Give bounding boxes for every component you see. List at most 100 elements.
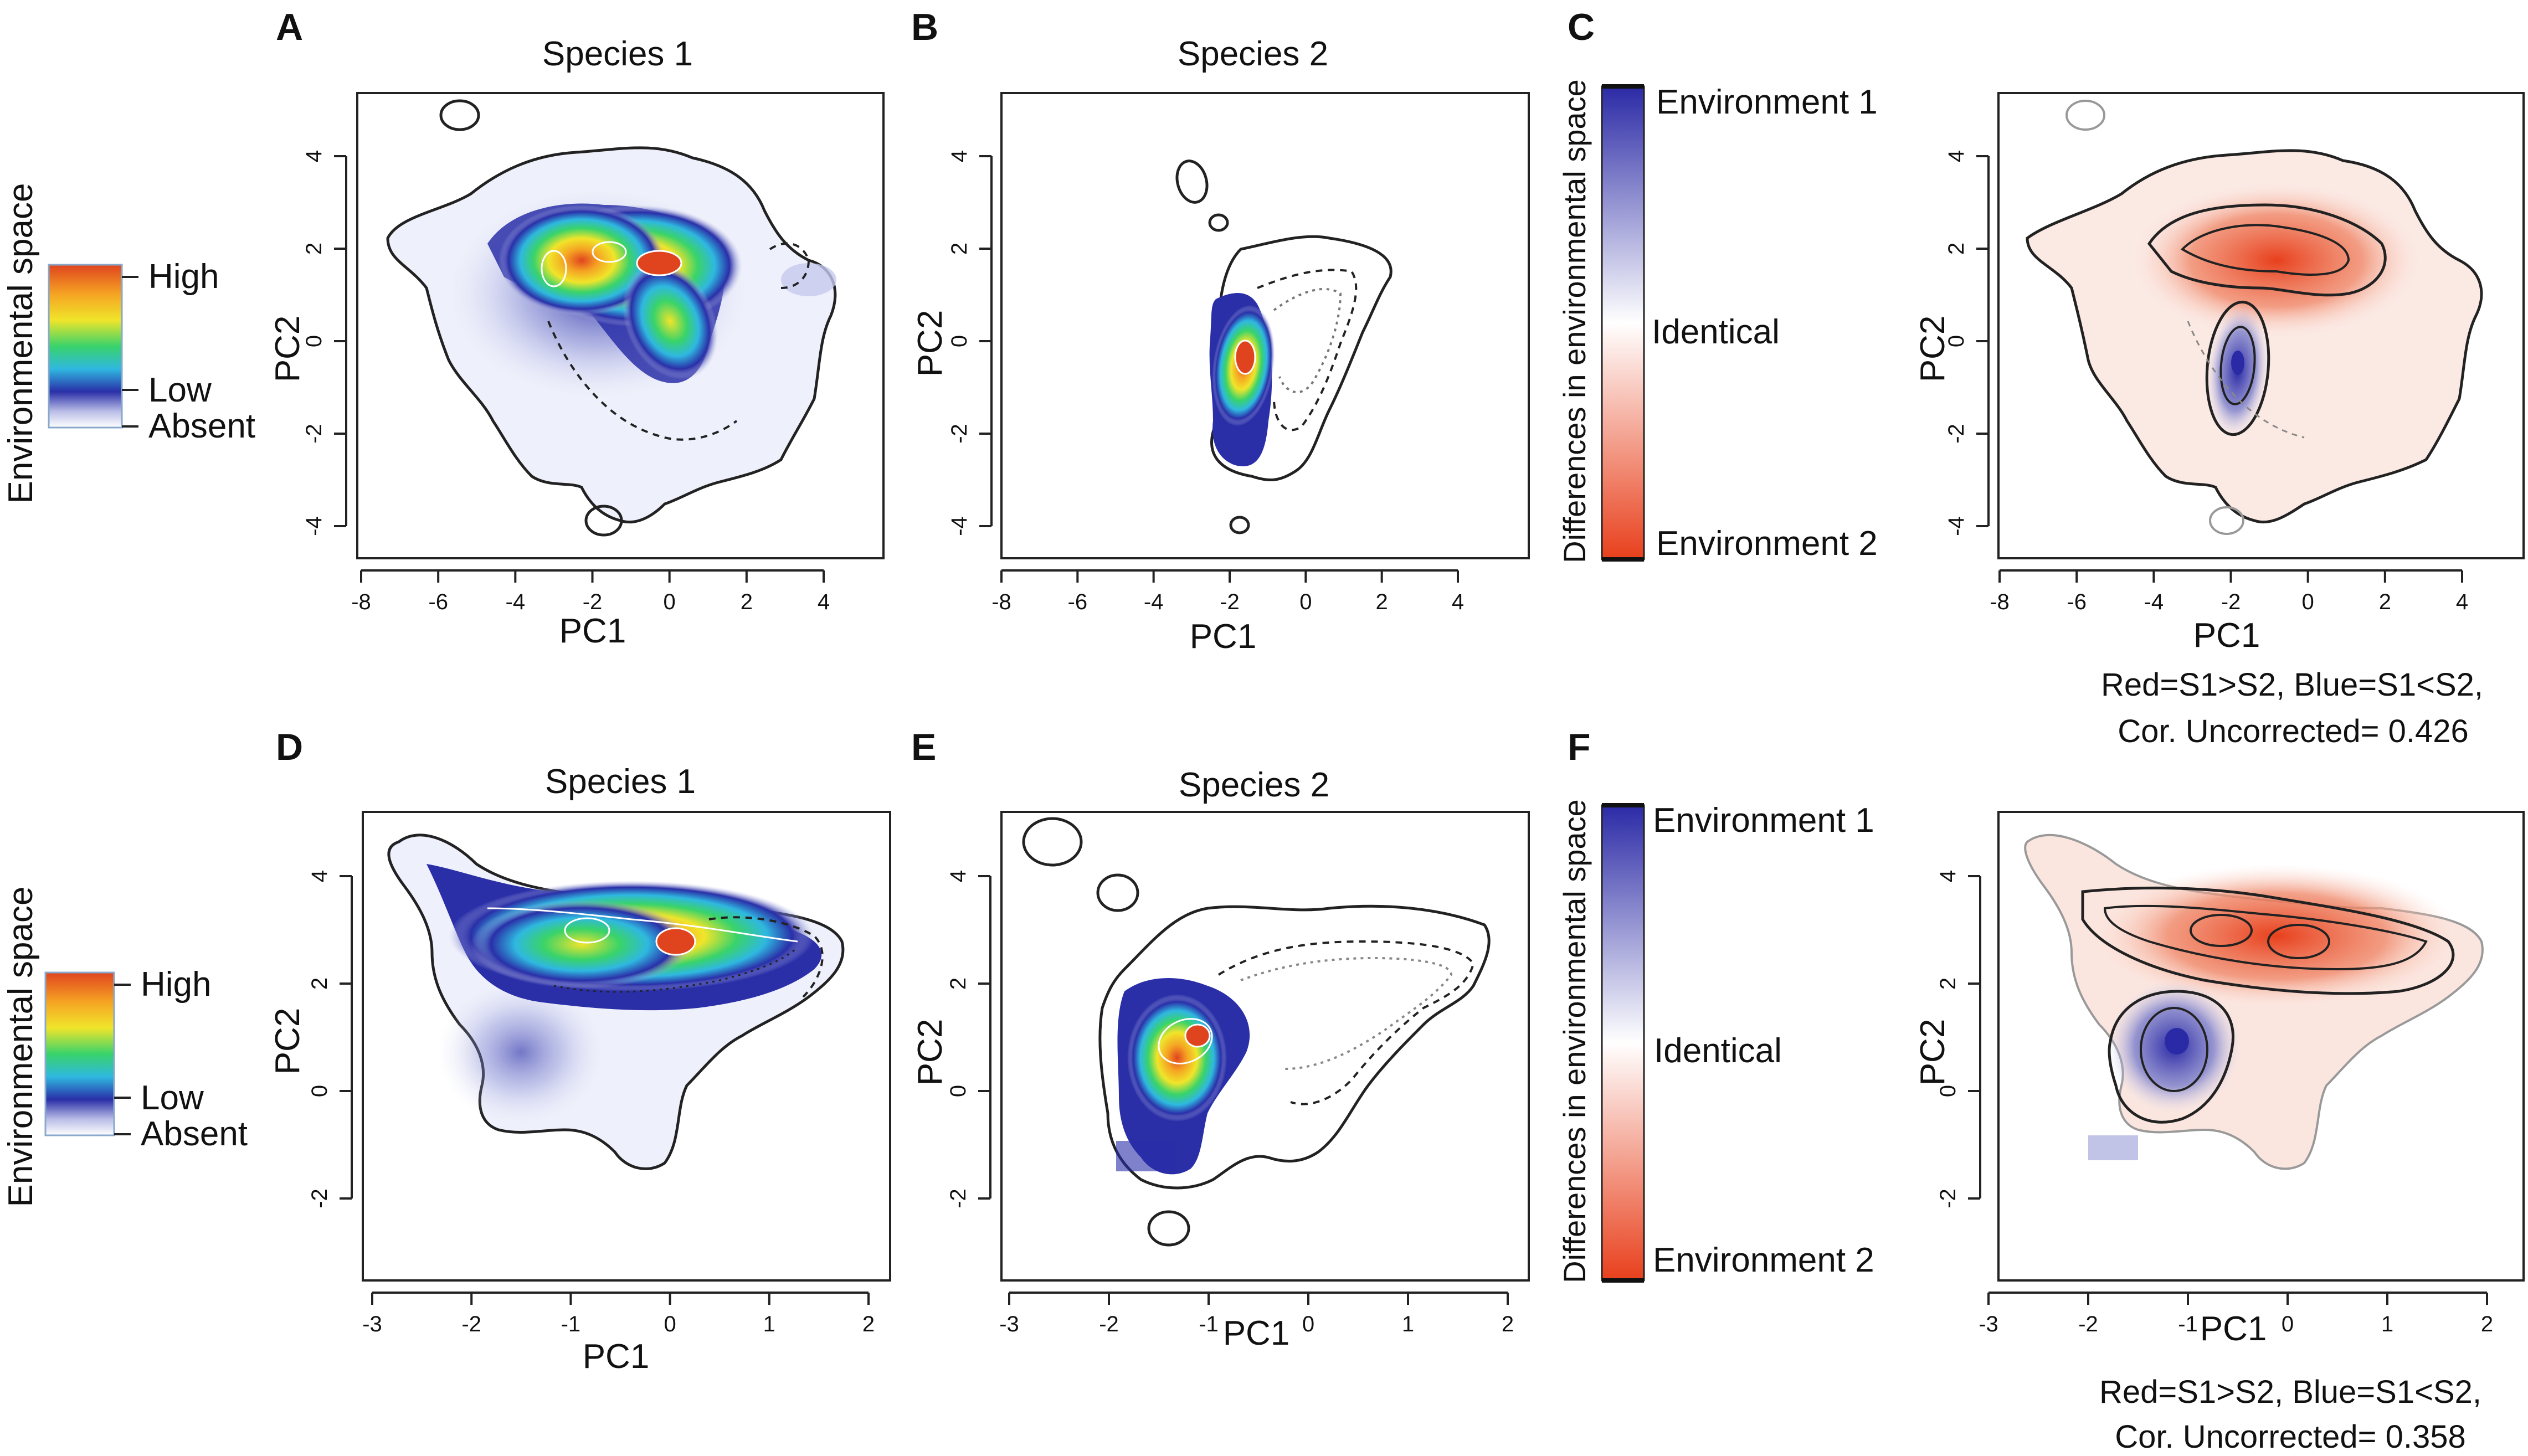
panel-d-ytick-label: 4 — [307, 870, 332, 882]
panel-a-letter: A — [276, 6, 303, 48]
scale-absent-label-2: Absent — [141, 1115, 248, 1153]
panel-e: E Species 2 PC1 PC2 — [911, 726, 1530, 1352]
legend-top: Environmental space High Low Absent — [2, 183, 255, 504]
panel-e-xtick-label: 2 — [1502, 1312, 1514, 1336]
panel-e-ytick-label: 2 — [946, 977, 970, 990]
panel-f-y-axis: PC2 — [1914, 876, 1981, 1198]
panel-a-ylabel: PC2 — [269, 316, 307, 383]
panel-a-ytick-label: 4 — [302, 150, 326, 162]
panel-b-xtick-label: -6 — [1068, 590, 1088, 614]
diff-top-label: Environment 1 — [1656, 83, 1878, 121]
panel-a-xtick-label: -6 — [428, 590, 448, 614]
panel-f-caption-1: Red=S1>S2, Blue=S1<S2, — [2099, 1374, 2481, 1410]
panel-c-xlabel: PC1 — [2193, 616, 2260, 655]
panel-f-xtick-label: -2 — [2078, 1312, 2098, 1336]
panel-b: B Species 2 PC1 PC2 — [911, 6, 1530, 656]
panel-e-xtick-label: 1 — [1402, 1312, 1414, 1336]
panel-d-xtick-label: -3 — [362, 1312, 382, 1336]
panel-c-xtick-label: -2 — [2221, 590, 2241, 614]
panel-c-ytick-label: 2 — [1944, 243, 1969, 255]
panel-d: D Species 1 PC1 PC2 — [269, 726, 891, 1376]
panel-d-xtick-label: -2 — [461, 1312, 481, 1336]
panel-a-density — [386, 99, 837, 537]
panel-d-y-axis: PC2 — [269, 876, 353, 1198]
panel-e-x-axis: PC1 — [1009, 1292, 1508, 1352]
panel-e-xtick-label: 0 — [1302, 1312, 1314, 1336]
diff-space-label-2: Differences in environmental space — [1557, 799, 1592, 1283]
panel-f-caption-2: Cor. Uncorrected= 0.358 — [2115, 1419, 2466, 1455]
panel-c-ytick-label: 0 — [1944, 335, 1969, 347]
diff-bottom-label-2: Environment 2 — [1653, 1241, 1874, 1279]
scale-high-label-2: High — [141, 965, 212, 1004]
diff-top-label-2: Environment 1 — [1653, 801, 1874, 840]
diff-mid-label-2: Identical — [1654, 1032, 1782, 1070]
panel-a-title: Species 1 — [542, 35, 693, 73]
diff-mid-label: Identical — [1652, 313, 1780, 351]
scale-absent-label: Absent — [148, 407, 255, 445]
panel-e-y-axis: PC2 — [911, 876, 991, 1198]
panel-b-ytick-label: -4 — [947, 516, 972, 536]
panel-d-ytick-label: 0 — [307, 1085, 332, 1097]
panel-d-ytick-label: 2 — [307, 977, 332, 990]
panel-b-density — [1175, 160, 1393, 534]
panel-d-x-axis: PC1 — [372, 1292, 869, 1376]
panel-d-xtick-label: 0 — [664, 1312, 676, 1336]
panel-b-ylabel: PC2 — [911, 310, 949, 377]
panel-e-xtick-label: -3 — [999, 1312, 1019, 1336]
panel-a-ytick-label: 0 — [302, 335, 326, 347]
panel-f-x-axis: PC1 — [1989, 1292, 2487, 1348]
panel-a-ytick-label: 2 — [302, 243, 326, 255]
panel-f-xtick-label: -1 — [2178, 1312, 2198, 1336]
panel-d-xtick-label: 1 — [763, 1312, 775, 1336]
panel-e-ytick-label: 0 — [946, 1085, 970, 1097]
diff-bottom-label: Environment 2 — [1656, 524, 1878, 563]
env-space-label: Environmental space — [2, 183, 40, 504]
scale-low-label-2: Low — [141, 1079, 204, 1117]
panel-b-ytick-label: 2 — [947, 243, 972, 255]
panel-c-letter: C — [1568, 6, 1595, 48]
panel-c-diff — [2026, 100, 2483, 535]
panel-d-letter: D — [276, 726, 303, 768]
panel-f-xtick-label: 1 — [2381, 1312, 2393, 1336]
diff-legend-bottom: Differences in environmental space Envir… — [1557, 799, 1874, 1283]
panel-a-xtick-label: -2 — [583, 590, 603, 614]
scale-gradient — [48, 264, 123, 429]
panel-f-letter: F — [1568, 726, 1591, 768]
panel-a-xlabel: PC1 — [559, 612, 626, 650]
panel-b-xtick-label: -2 — [1220, 590, 1240, 614]
panel-e-letter: E — [911, 726, 936, 768]
panel-e-density — [1022, 817, 1491, 1247]
panel-f-ylabel: PC2 — [1914, 1019, 1952, 1086]
panel-e-xtick-label: -2 — [1099, 1312, 1119, 1336]
panel-c-caption-2: Cor. Uncorrected= 0.426 — [2118, 713, 2469, 749]
panel-e-title: Species 2 — [1179, 766, 1329, 804]
panel-e-xlabel: PC1 — [1223, 1314, 1290, 1352]
diff-space-label: Differences in environmental space — [1557, 79, 1592, 563]
panel-e-ytick-label: 4 — [946, 870, 970, 882]
diff-gradient — [1601, 85, 1645, 560]
panel-e-ytick-label: -2 — [946, 1189, 970, 1208]
scale-high-label: High — [148, 258, 219, 296]
panel-c-ylabel: PC2 — [1914, 316, 1952, 383]
panel-c-xtick-label: 2 — [2379, 590, 2391, 614]
panel-b-xtick-label: -4 — [1144, 590, 1164, 614]
panel-b-xlabel: PC1 — [1190, 618, 1257, 656]
panel-f-ytick-label: 0 — [1936, 1085, 1960, 1097]
panel-d-xtick-label: -1 — [561, 1312, 581, 1336]
env-space-label-2: Environmental space — [2, 887, 40, 1207]
scale-low-label: Low — [148, 371, 212, 409]
scale-gradient-2 — [44, 971, 115, 1136]
diff-legend-top: Differences in environmental space Envir… — [1557, 79, 1878, 563]
panel-f-xtick-label: -3 — [1979, 1312, 1998, 1336]
panel-d-xlabel: PC1 — [583, 1337, 650, 1376]
panel-a-xtick-label: -4 — [506, 590, 526, 614]
panel-b-ytick-label: 4 — [947, 150, 972, 162]
panel-d-ylabel: PC2 — [269, 1008, 307, 1075]
panel-c-ytick-label: -4 — [1944, 516, 1969, 536]
panel-b-title: Species 2 — [1178, 35, 1328, 73]
panel-b-xtick-label: -8 — [991, 590, 1011, 614]
panel-d-ytick-label: -2 — [307, 1189, 332, 1208]
diff-gradient-2 — [1601, 804, 1645, 1282]
panel-c-caption-1: Red=S1>S2, Blue=S1<S2, — [2101, 667, 2483, 703]
panel-b-ytick-label: -2 — [947, 424, 972, 444]
